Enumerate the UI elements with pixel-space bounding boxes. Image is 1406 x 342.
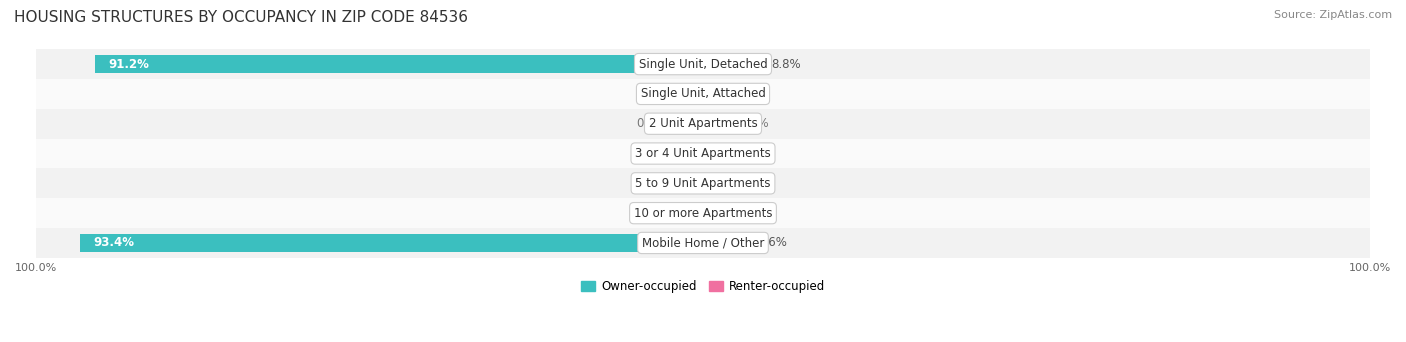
Bar bbox=[37, 169, 1369, 198]
Text: 0.0%: 0.0% bbox=[637, 117, 666, 130]
Bar bbox=[676, 144, 703, 163]
Bar bbox=[80, 234, 703, 252]
Text: 0.0%: 0.0% bbox=[637, 88, 666, 101]
Bar bbox=[703, 115, 730, 133]
Bar bbox=[676, 174, 703, 193]
Bar bbox=[676, 115, 703, 133]
Text: Single Unit, Detached: Single Unit, Detached bbox=[638, 57, 768, 70]
Text: 91.2%: 91.2% bbox=[108, 57, 149, 70]
Bar bbox=[37, 79, 1369, 109]
Text: Source: ZipAtlas.com: Source: ZipAtlas.com bbox=[1274, 10, 1392, 20]
Bar bbox=[703, 174, 730, 193]
Text: 6.6%: 6.6% bbox=[756, 236, 787, 249]
Text: 0.0%: 0.0% bbox=[740, 117, 769, 130]
Bar bbox=[676, 85, 703, 103]
Bar bbox=[703, 204, 730, 222]
Text: 10 or more Apartments: 10 or more Apartments bbox=[634, 207, 772, 220]
Bar bbox=[37, 139, 1369, 169]
Text: 8.8%: 8.8% bbox=[772, 57, 801, 70]
Text: Mobile Home / Other: Mobile Home / Other bbox=[641, 236, 765, 249]
Text: 0.0%: 0.0% bbox=[637, 207, 666, 220]
Text: 3 or 4 Unit Apartments: 3 or 4 Unit Apartments bbox=[636, 147, 770, 160]
Bar bbox=[37, 109, 1369, 139]
Text: 0.0%: 0.0% bbox=[637, 147, 666, 160]
Text: 93.4%: 93.4% bbox=[93, 236, 135, 249]
Text: 5 to 9 Unit Apartments: 5 to 9 Unit Apartments bbox=[636, 177, 770, 190]
Text: 0.0%: 0.0% bbox=[740, 207, 769, 220]
Bar bbox=[703, 55, 762, 73]
Bar bbox=[703, 144, 730, 163]
Text: HOUSING STRUCTURES BY OCCUPANCY IN ZIP CODE 84536: HOUSING STRUCTURES BY OCCUPANCY IN ZIP C… bbox=[14, 10, 468, 25]
Text: 0.0%: 0.0% bbox=[740, 147, 769, 160]
Text: 0.0%: 0.0% bbox=[740, 88, 769, 101]
Legend: Owner-occupied, Renter-occupied: Owner-occupied, Renter-occupied bbox=[576, 275, 830, 298]
Text: 2 Unit Apartments: 2 Unit Apartments bbox=[648, 117, 758, 130]
Bar bbox=[37, 228, 1369, 258]
Bar bbox=[94, 55, 703, 73]
Bar bbox=[703, 85, 730, 103]
Bar bbox=[676, 204, 703, 222]
Bar bbox=[703, 234, 747, 252]
Bar bbox=[37, 49, 1369, 79]
Text: 0.0%: 0.0% bbox=[637, 177, 666, 190]
Bar bbox=[37, 198, 1369, 228]
Text: Single Unit, Attached: Single Unit, Attached bbox=[641, 88, 765, 101]
Text: 0.0%: 0.0% bbox=[740, 177, 769, 190]
